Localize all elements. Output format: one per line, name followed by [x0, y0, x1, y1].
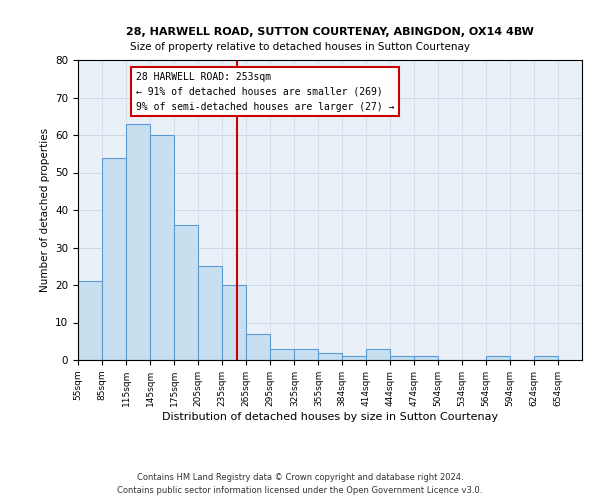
Bar: [222, 285, 246, 360]
Title: 28, HARWELL ROAD, SUTTON COURTENAY, ABINGDON, OX14 4BW: 28, HARWELL ROAD, SUTTON COURTENAY, ABIN…: [126, 27, 534, 37]
Bar: [295, 349, 319, 360]
Bar: [365, 349, 389, 360]
Bar: [271, 349, 295, 360]
Bar: [486, 356, 510, 360]
Bar: [389, 356, 414, 360]
Bar: [246, 334, 271, 360]
Bar: [174, 225, 198, 360]
Y-axis label: Number of detached properties: Number of detached properties: [40, 128, 50, 292]
Bar: [150, 135, 174, 360]
Text: Size of property relative to detached houses in Sutton Courtenay: Size of property relative to detached ho…: [130, 42, 470, 52]
Text: 28 HARWELL ROAD: 253sqm
← 91% of detached houses are smaller (269)
9% of semi-de: 28 HARWELL ROAD: 253sqm ← 91% of detache…: [136, 72, 394, 112]
Bar: [126, 124, 150, 360]
Bar: [319, 352, 343, 360]
Bar: [198, 266, 222, 360]
X-axis label: Distribution of detached houses by size in Sutton Courtenay: Distribution of detached houses by size …: [162, 412, 498, 422]
Bar: [102, 158, 126, 360]
Bar: [534, 356, 558, 360]
Bar: [341, 356, 365, 360]
Text: Contains HM Land Registry data © Crown copyright and database right 2024.
Contai: Contains HM Land Registry data © Crown c…: [118, 474, 482, 495]
Bar: [78, 281, 102, 360]
Bar: [414, 356, 438, 360]
